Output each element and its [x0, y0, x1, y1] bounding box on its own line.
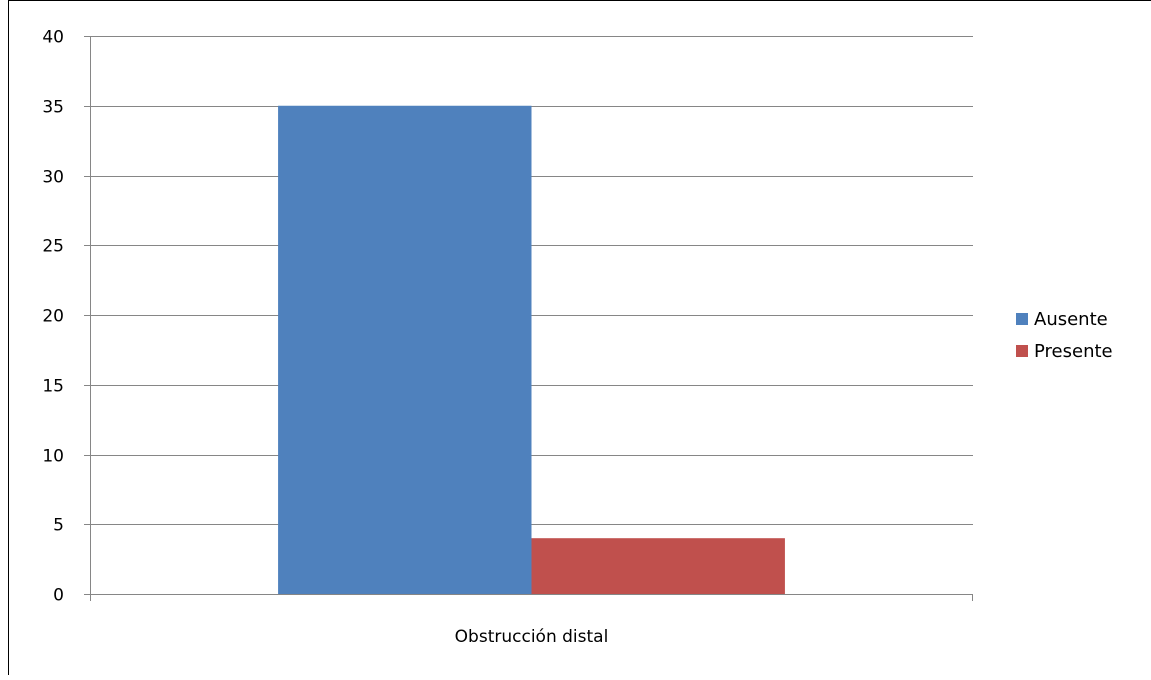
- y-tick-label-25: 25: [42, 237, 64, 257]
- y-tick-label-40: 40: [42, 28, 64, 48]
- y-tick-label-30: 30: [42, 168, 64, 188]
- clipped-caption: [12, 0, 1012, 6]
- bars: [278, 105, 785, 594]
- legend-label-ausente: Ausente: [1034, 309, 1108, 330]
- legend-swatch-ausente: [1016, 313, 1028, 325]
- bar-ausente: [278, 105, 532, 594]
- legend: Ausente Presente: [1016, 309, 1113, 362]
- y-tick-label-15: 15: [42, 377, 64, 397]
- y-axis-ticks: 0 5 10 15 20 25 30 35 40: [42, 28, 90, 606]
- y-tick-label-20: 20: [42, 307, 64, 327]
- bar-presente: [531, 538, 785, 594]
- y-tick-label-10: 10: [42, 447, 64, 467]
- legend-label-presente: Presente: [1034, 341, 1113, 362]
- x-axis-labels: Obstrucción distal: [455, 627, 609, 647]
- legend-swatch-presente: [1016, 345, 1028, 357]
- y-tick-label-5: 5: [53, 516, 64, 536]
- x-category-label: Obstrucción distal: [455, 627, 609, 647]
- y-tick-label-35: 35: [42, 98, 64, 118]
- y-tick-label-0: 0: [53, 586, 64, 606]
- axes: [90, 36, 973, 601]
